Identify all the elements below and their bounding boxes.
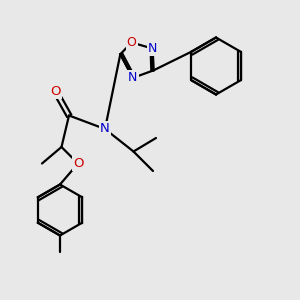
Text: N: N xyxy=(100,122,110,136)
Text: O: O xyxy=(73,157,83,170)
Text: N: N xyxy=(128,71,138,84)
Text: N: N xyxy=(148,42,157,55)
Text: O: O xyxy=(50,85,61,98)
Text: O: O xyxy=(127,36,136,49)
